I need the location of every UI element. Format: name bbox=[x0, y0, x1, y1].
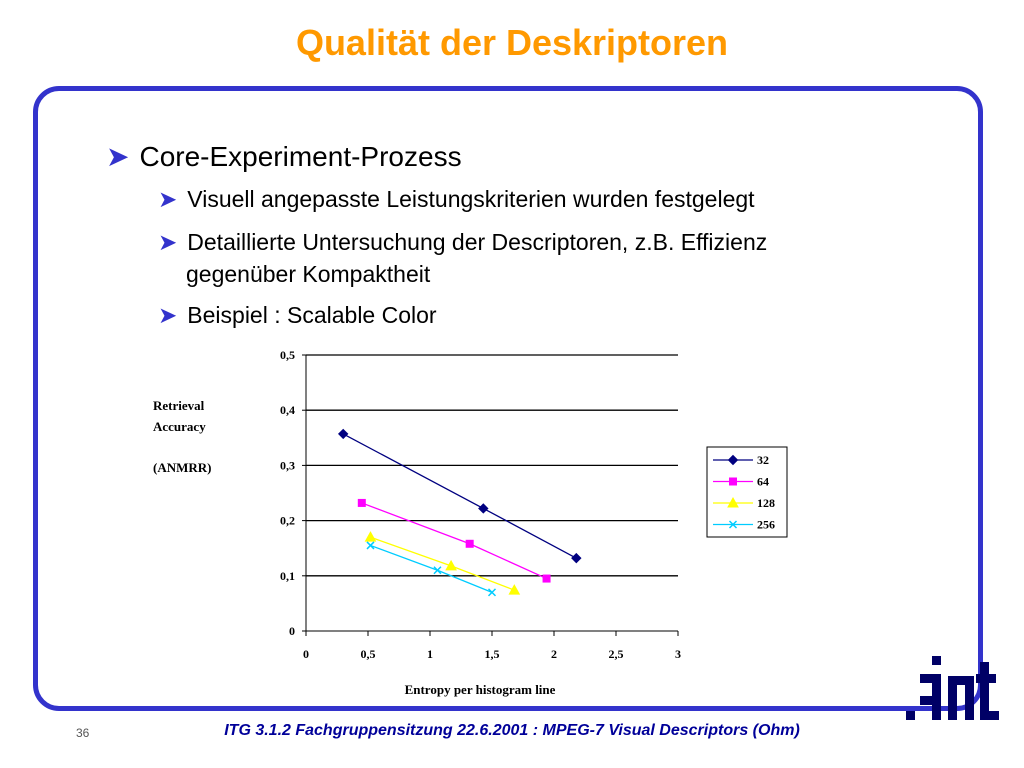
arrow-bullet-icon: ➤ bbox=[158, 302, 178, 328]
y-axis-label-line1: Retrieval bbox=[153, 398, 205, 413]
y-axis-label-line3: (ANMRR) bbox=[153, 460, 212, 475]
data-point-64-1 bbox=[465, 539, 474, 548]
arrow-bullet-icon: ➤ bbox=[158, 229, 178, 255]
bullet-sub2-text-continued: gegenüber Kompaktheit bbox=[186, 261, 431, 287]
x-axis-label: Entropy per histogram line bbox=[405, 682, 556, 697]
y-axis-label-line2: Accuracy bbox=[153, 419, 206, 434]
x-tick-label: 1,5 bbox=[485, 647, 500, 661]
page-number: 36 bbox=[76, 726, 90, 740]
legend-label-32: 32 bbox=[757, 453, 769, 467]
legend-marker-128 bbox=[727, 496, 739, 508]
x-tick-label: 2,5 bbox=[609, 647, 624, 661]
y-tick-label: 0,5 bbox=[280, 348, 295, 362]
data-point-32-2 bbox=[571, 552, 582, 564]
content-frame bbox=[33, 86, 983, 711]
x-tick-label: 3 bbox=[675, 647, 681, 661]
data-point-256-0 bbox=[366, 541, 375, 550]
bullet-sub3-text: Beispiel : Scalable Color bbox=[187, 302, 437, 328]
legend-box bbox=[706, 446, 788, 538]
bullet-main-text: Core-Experiment-Prozess bbox=[139, 141, 462, 172]
slide-title: Qualität der Deskriptoren bbox=[295, 22, 729, 63]
legend-marker-32 bbox=[727, 454, 739, 466]
data-point-32-0 bbox=[337, 428, 349, 440]
data-point-256-2 bbox=[487, 588, 497, 597]
y-tick-label: 0,2 bbox=[280, 514, 295, 528]
data-point-128-2 bbox=[508, 584, 521, 595]
data-point-32-1 bbox=[478, 503, 489, 514]
y-tick-label: 0,1 bbox=[280, 569, 295, 583]
legend-label-64: 64 bbox=[757, 475, 769, 489]
y-tick-label: 0,4 bbox=[280, 403, 295, 417]
x-tick-label: 0,5 bbox=[361, 647, 376, 661]
series-line-128 bbox=[370, 536, 515, 591]
bullet-sub2-continued: gegenüber Kompaktheit bbox=[186, 258, 430, 290]
x-tick-label: 2 bbox=[551, 647, 557, 661]
y-tick-label: 0 bbox=[289, 624, 295, 638]
bullet-sub1: ➤ Visuell angepasste Leistungskriterien w… bbox=[158, 183, 755, 215]
data-point-128-0 bbox=[364, 531, 377, 542]
bullet-sub2: ➤ Detaillierte Untersuchung der Descripto… bbox=[158, 226, 767, 258]
arrow-bullet-icon: ➤ bbox=[106, 141, 130, 172]
arrow-bullet-icon: ➤ bbox=[158, 186, 178, 212]
bullet-main: ➤ Core-Experiment-Prozess bbox=[106, 140, 462, 173]
footer-text: ITG 3.1.2 Fachgruppensitzung 22.6.2001 :… bbox=[224, 722, 800, 739]
bullet-sub1-text: Visuell angepasste Leistungskriterien wu… bbox=[187, 186, 755, 212]
scalable-color-chart: 0 0,1 0,2 0,3 0,4 0,5 0 0,5 1 1,5 2 2,5 3 Entropy per… bbox=[280, 348, 788, 697]
legend-marker-256 bbox=[728, 520, 738, 529]
legend-label-256: 256 bbox=[757, 518, 775, 532]
legend-label-128: 128 bbox=[757, 496, 775, 510]
series-line-256 bbox=[370, 544, 493, 593]
bullet-sub2-text: Detaillierte Untersuchung der Descriptor… bbox=[187, 229, 768, 255]
data-point-128-1 bbox=[445, 559, 457, 571]
data-point-256-1 bbox=[433, 566, 442, 575]
bullet-sub3: ➤ Beispiel : Scalable Color bbox=[158, 299, 437, 331]
x-tick-label: 0 bbox=[303, 647, 309, 661]
data-point-64-2 bbox=[542, 574, 551, 583]
y-tick-label: 0,3 bbox=[280, 458, 295, 472]
legend-marker-64 bbox=[729, 477, 737, 486]
data-point-64-0 bbox=[357, 498, 366, 507]
x-tick-label: 1 bbox=[427, 647, 433, 661]
int-logo bbox=[906, 656, 999, 720]
